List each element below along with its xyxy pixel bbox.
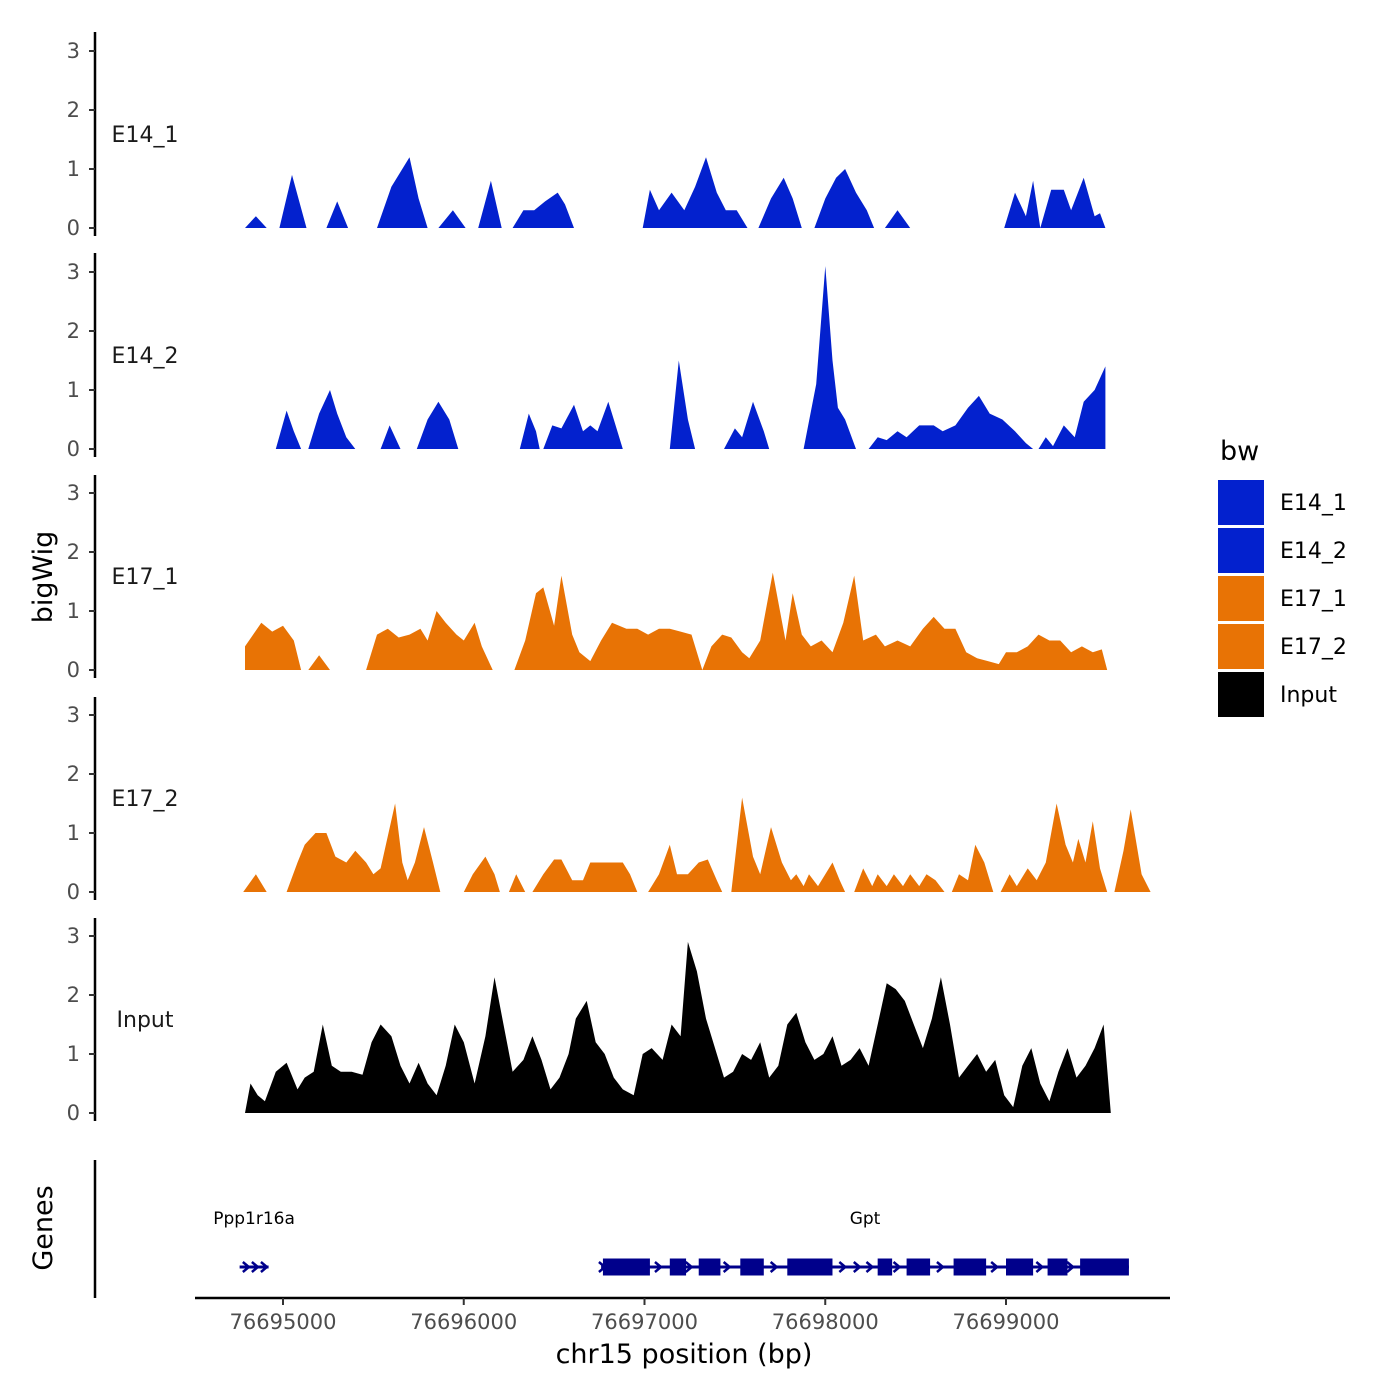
y-tick-label: 2 <box>67 762 80 786</box>
y-tick-label: 0 <box>67 1101 80 1125</box>
y-tick-label: 2 <box>67 983 80 1007</box>
track-e17-2: 0 1 2 3 E17_2 <box>67 697 1151 904</box>
x-tick-label: 76699000 <box>953 1310 1060 1334</box>
gene-exon <box>1047 1258 1068 1276</box>
legend-swatch <box>1218 624 1264 669</box>
y-tick-label: 0 <box>67 880 80 904</box>
x-tick-label: 76695000 <box>230 1310 337 1334</box>
legend-title: bw <box>1220 436 1259 467</box>
strand-arrow <box>1035 1261 1045 1273</box>
strand-arrow <box>892 1261 902 1273</box>
gene-exon <box>953 1258 987 1276</box>
y-axis-title: bigWig <box>28 531 59 624</box>
legend-label: E14_1 <box>1280 491 1347 516</box>
y-tick-label: 2 <box>67 98 80 122</box>
track-e14-2: 0 1 2 3 E14_2 <box>67 253 1106 461</box>
strand-arrow <box>251 1261 260 1273</box>
legend-swatch <box>1218 528 1264 573</box>
y-tick-label: 1 <box>67 157 80 181</box>
genes-panel-title: Genes <box>28 1185 59 1270</box>
x-axis: 76695000 76696000 76697000 76698000 76699000 <box>195 1296 1170 1334</box>
strand-arrow <box>654 1261 663 1273</box>
x-axis-title: chr15 position (bp) <box>556 1339 813 1370</box>
coverage-area <box>243 797 1151 892</box>
gene-exon <box>787 1258 833 1276</box>
y-tick-label: 0 <box>67 658 80 682</box>
track-e14-1: 0 1 2 3 E14_1 <box>67 32 1106 240</box>
y-tick-label: 1 <box>67 599 80 623</box>
y-tick-label: 1 <box>67 378 80 402</box>
gene-exon <box>669 1258 687 1276</box>
y-tick-label: 2 <box>67 540 80 564</box>
y-tick-label: 0 <box>67 437 80 461</box>
track-label: E17_2 <box>112 787 179 812</box>
gene-exon <box>1080 1258 1129 1276</box>
strand-arrow <box>838 1261 848 1273</box>
track-label: E17_1 <box>112 565 179 590</box>
legend-label: Input <box>1280 683 1337 708</box>
genes-panel: Ppp1r16a Gpt <box>93 1160 1129 1298</box>
strand-arrow <box>684 1261 694 1273</box>
gene-exon <box>877 1258 893 1276</box>
y-tick-label: 2 <box>67 319 80 343</box>
y-tick-label: 3 <box>67 924 80 948</box>
x-tick-label: 76696000 <box>410 1310 517 1334</box>
strand-arrow <box>598 1261 607 1273</box>
gene-exon <box>740 1258 764 1276</box>
legend-label: E17_2 <box>1280 635 1347 660</box>
gene-exon <box>698 1258 721 1276</box>
track-e17-1: 0 1 2 3 E17_1 <box>67 475 1108 682</box>
strand-arrow <box>1066 1261 1076 1273</box>
track-label: Input <box>117 1008 174 1033</box>
x-tick-label: 76698000 <box>772 1310 879 1334</box>
gene-exon <box>602 1258 650 1276</box>
coverage-area <box>245 572 1108 670</box>
y-tick-label: 1 <box>67 1042 80 1066</box>
x-tick-label: 76697000 <box>591 1310 698 1334</box>
coverage-area <box>245 157 1106 228</box>
coverage-area <box>275 266 1106 449</box>
coverage-area <box>245 941 1111 1113</box>
gene-ppp1r16a: Ppp1r16a <box>213 1209 295 1273</box>
legend-label: E17_1 <box>1280 587 1347 612</box>
gene-label: Ppp1r16a <box>213 1209 295 1229</box>
gene-label: Gpt <box>850 1209 881 1229</box>
gene-exon <box>906 1258 931 1276</box>
track-label: E14_2 <box>112 344 179 369</box>
track-label: E14_1 <box>112 123 179 148</box>
track-input: 0 1 2 3 Input <box>67 918 1111 1125</box>
strand-arrow <box>242 1261 251 1273</box>
y-tick-label: 3 <box>67 39 80 63</box>
strand-arrow <box>769 1261 779 1273</box>
strand-arrow <box>865 1261 875 1273</box>
strand-arrow <box>990 1261 1000 1273</box>
legend-swatch <box>1218 480 1264 525</box>
legend: bw E14_1 E14_2 E17_1 E17_2 Input <box>1218 436 1347 717</box>
gene-gpt: Gpt <box>598 1209 1129 1276</box>
y-tick-label: 3 <box>67 703 80 727</box>
y-tick-label: 3 <box>67 481 80 505</box>
bigwig-tracks: 0 1 2 3 E14_1 0 1 2 3 E14_2 0 1 2 3 E17_1 0 1 2 3 E17_2 0 1 2 3… <box>67 32 1151 1125</box>
y-tick-label: 3 <box>67 260 80 284</box>
strand-arrow <box>936 1261 945 1273</box>
gene-exon <box>1006 1258 1034 1276</box>
legend-swatch <box>1218 576 1264 621</box>
y-tick-label: 1 <box>67 821 80 845</box>
strand-arrow <box>722 1261 732 1273</box>
legend-swatch <box>1218 672 1264 717</box>
strand-arrow <box>852 1261 862 1273</box>
strand-arrow <box>260 1261 269 1273</box>
legend-label: E14_2 <box>1280 539 1347 564</box>
y-tick-label: 0 <box>67 216 80 240</box>
